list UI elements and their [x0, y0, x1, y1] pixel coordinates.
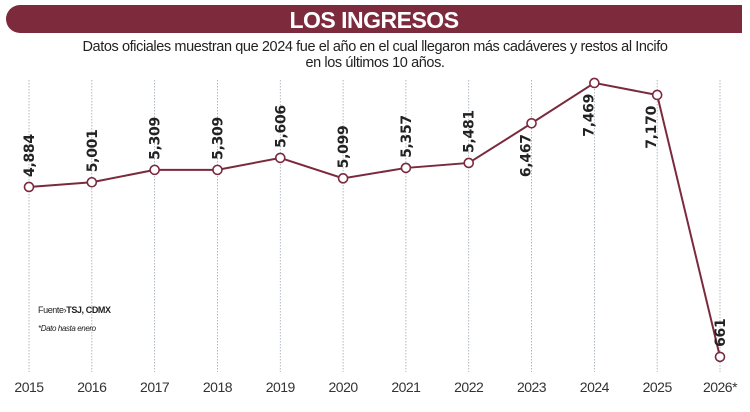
data-label: 4,884 [22, 134, 38, 177]
source-value: TSJ, CDMX [66, 305, 111, 315]
chart-title: LOS INGRESOS [289, 7, 459, 33]
data-label: 5,481 [462, 110, 478, 153]
x-tick-label: 2018 [203, 379, 233, 395]
data-label: 7,170 [644, 105, 660, 148]
data-label: 5,309 [148, 117, 164, 160]
x-tick-label: 2020 [329, 379, 359, 395]
data-point [86, 176, 98, 188]
data-point [274, 152, 286, 164]
data-label: 5,001 [85, 129, 101, 172]
data-label: 5,357 [399, 115, 415, 158]
x-tick-label: 2022 [454, 379, 484, 395]
x-tick-label: 2019 [266, 379, 296, 395]
chart-subtitle: Datos oficiales muestran que 2024 fue el… [0, 39, 750, 71]
data-point [149, 164, 160, 176]
data-point [651, 89, 663, 101]
data-label: 7,469 [581, 94, 597, 137]
source-credit: Fuente›TSJ, CDMX [38, 305, 111, 315]
data-point [463, 157, 475, 169]
title-banner: LOS INGRESOS [6, 5, 742, 33]
x-tick-label: 2023 [517, 379, 547, 395]
series-line [28, 81, 721, 358]
data-point [400, 162, 412, 174]
data-label: 5,099 [336, 126, 352, 169]
data-point [714, 351, 726, 363]
data-point [23, 181, 35, 193]
data-point [337, 173, 349, 184]
data-label: 5,309 [210, 117, 226, 160]
source-label: Fuente› [38, 305, 67, 315]
x-tick-label: 2025 [643, 379, 673, 395]
footnote: *Dato hasta enero [38, 324, 96, 333]
data-point [212, 164, 223, 176]
subtitle-line-1: Datos oficiales muestran que 2024 fue el… [82, 39, 668, 55]
data-label: 5,606 [273, 105, 289, 148]
x-tick-label: 2024 [580, 379, 610, 395]
x-tick-label: 2016 [77, 379, 107, 395]
data-label: 6,467 [519, 134, 535, 177]
subtitle-line-2: en los últimos 10 años. [305, 55, 445, 71]
x-tick-label: 2015 [14, 379, 44, 395]
data-point [526, 117, 537, 129]
x-tick-label: 2026* [703, 379, 738, 395]
x-tick-label: 2021 [391, 379, 421, 395]
data-label: 661 [713, 319, 729, 347]
data-point [589, 77, 600, 89]
x-tick-label: 2017 [140, 379, 170, 395]
